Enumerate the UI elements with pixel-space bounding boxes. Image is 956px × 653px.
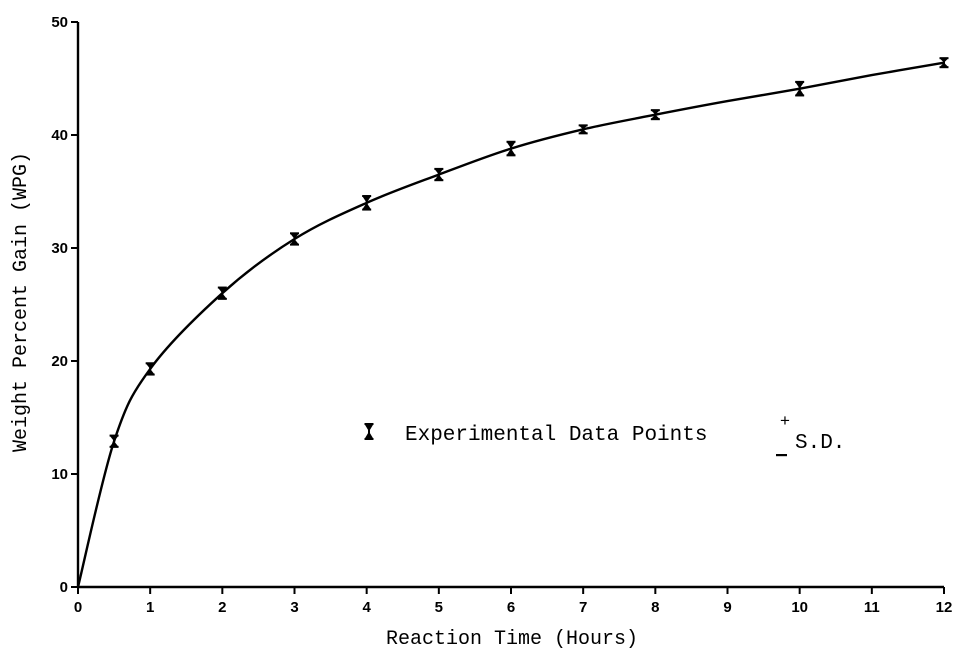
x-tick-label: 3 xyxy=(290,599,298,616)
x-tick-label: 12 xyxy=(936,599,953,616)
data-point xyxy=(434,167,444,182)
x-tick-label: 6 xyxy=(507,599,515,616)
y-tick-label: 50 xyxy=(51,14,68,31)
legend-minus-sign xyxy=(776,454,787,457)
data-point xyxy=(939,57,949,69)
data-point xyxy=(578,124,588,135)
data-point xyxy=(650,109,660,121)
y-tick-label: 40 xyxy=(51,127,68,144)
axes xyxy=(76,22,944,589)
x-tick-label: 2 xyxy=(218,599,226,616)
data-point xyxy=(217,286,227,300)
x-tick-label: 5 xyxy=(435,599,443,616)
x-axis-ticks: 0 1 2 3 4 5 6 7 8 9 10 11 12 xyxy=(74,587,953,616)
legend-suffix: S.D. xyxy=(795,432,845,455)
x-tick-label: 1 xyxy=(146,599,154,616)
legend-plus-sign: + xyxy=(780,411,790,430)
data-point xyxy=(109,434,119,448)
x-axis-title: Reaction Time (Hours) xyxy=(386,628,638,651)
legend: Experimental Data Points + S.D. xyxy=(364,411,845,457)
data-point xyxy=(145,362,155,376)
x-tick-label: 7 xyxy=(579,599,587,616)
data-point xyxy=(506,140,516,157)
legend-symbol xyxy=(364,423,374,440)
data-point xyxy=(290,232,299,246)
x-tick-label: 4 xyxy=(362,599,371,616)
y-tick-label: 10 xyxy=(51,466,68,483)
legend-error-bar-icon xyxy=(364,423,374,440)
y-axis-ticks: 0 10 20 30 40 50 xyxy=(51,14,78,596)
x-tick-label: 0 xyxy=(74,599,82,616)
x-tick-label: 10 xyxy=(791,599,808,616)
data-point xyxy=(362,195,372,211)
data-point xyxy=(795,80,805,97)
x-tick-label: 8 xyxy=(651,599,659,616)
y-axis-title: Weight Percent Gain (WPG) xyxy=(10,152,33,452)
y-tick-label: 30 xyxy=(51,240,68,257)
legend-label: Experimental Data Points xyxy=(405,424,707,447)
data-points xyxy=(109,57,949,448)
y-tick-label: 20 xyxy=(51,353,68,370)
x-tick-label: 9 xyxy=(723,599,731,616)
x-tick-label: 11 xyxy=(864,599,880,616)
y-tick-label: 0 xyxy=(60,579,68,596)
